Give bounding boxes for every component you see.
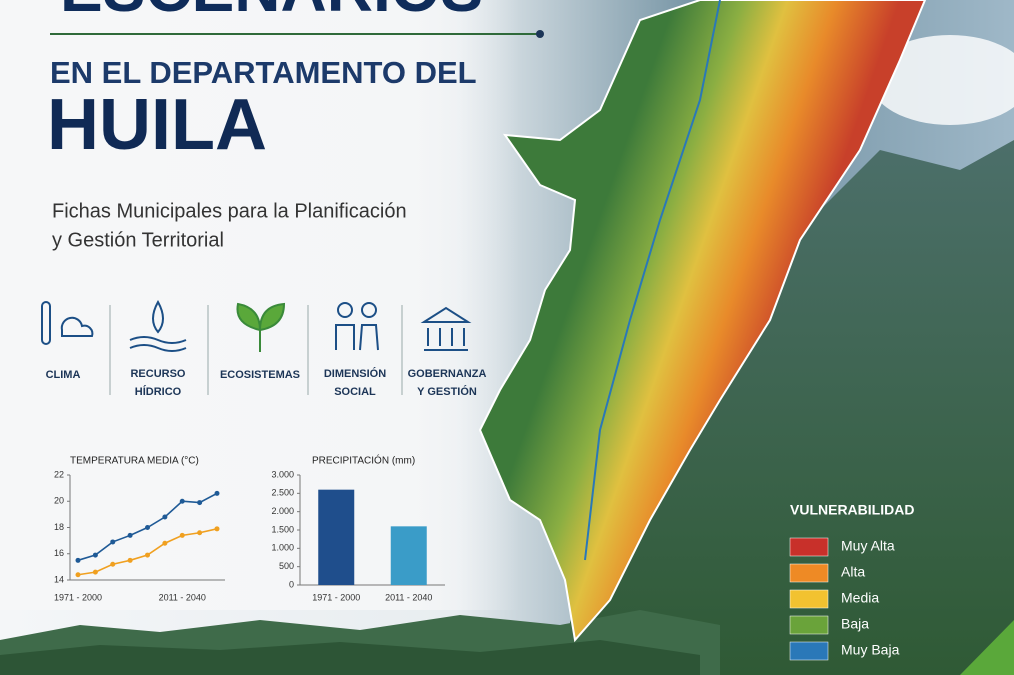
point — [145, 525, 150, 530]
y-tick-label: 1.500 — [271, 524, 294, 534]
y-tick-label: 2.000 — [271, 506, 294, 516]
theme-label: DIMENSIÓN — [324, 367, 386, 380]
point — [179, 498, 185, 504]
theme-label: HÍDRICO — [135, 385, 182, 398]
map-huila — [478, 0, 927, 643]
hills — [0, 640, 700, 675]
legend-swatch — [789, 537, 829, 557]
legend-title: VULNERABILIDAD — [790, 502, 914, 518]
theme-label: Y GESTIÓN — [417, 385, 477, 398]
left-panel — [0, 0, 520, 610]
point — [75, 557, 81, 563]
bar — [318, 489, 355, 585]
title-main: HUILA — [47, 85, 267, 165]
point — [92, 552, 98, 558]
point — [127, 557, 133, 563]
bar — [390, 526, 427, 585]
point — [197, 500, 203, 506]
title-top: ESCENARIOS — [60, 0, 483, 25]
subtitle: Fichas Municipales para la Planificación — [52, 200, 407, 222]
point — [110, 561, 116, 567]
point — [214, 526, 220, 532]
title-line: EN EL DEPARTAMENTO DEL — [50, 55, 477, 90]
theme-icons — [41, 299, 472, 352]
y-tick-label: 500 — [279, 561, 294, 571]
theme-label: CLIMA — [46, 369, 81, 381]
point — [92, 569, 98, 575]
y-tick-label: 22 — [54, 469, 64, 479]
theme-label: GOBERNANZA — [408, 368, 487, 380]
legend-swatch — [789, 563, 829, 583]
theme-label: ECOSISTEMAS — [220, 369, 300, 381]
y-tick-label: 14 — [54, 574, 64, 584]
river — [584, 0, 721, 561]
legend-label: Baja — [841, 616, 869, 632]
cloud — [870, 35, 1014, 125]
point — [162, 540, 168, 546]
subtitle: y Gestión Territorial — [52, 229, 224, 251]
legend-label: Media — [841, 590, 879, 606]
legend-swatch — [789, 641, 829, 661]
point — [75, 572, 81, 578]
y-tick-label: 20 — [54, 496, 64, 506]
corner — [960, 620, 1014, 675]
legend-label: Muy Baja — [841, 642, 900, 658]
point — [197, 530, 203, 536]
legend-label: Muy Alta — [841, 538, 895, 554]
x-tick-label: 1971 - 2000 — [54, 592, 102, 602]
theme-label: SOCIAL — [334, 386, 376, 398]
divider-dot — [536, 30, 544, 38]
point — [127, 532, 133, 538]
y-tick-label: 18 — [54, 522, 64, 532]
theme-separators — [109, 305, 403, 395]
point — [145, 552, 150, 558]
legend-label: Alta — [841, 564, 865, 580]
y-tick-label: 3.000 — [271, 469, 294, 479]
point — [162, 514, 168, 520]
x-tick-label: 2011 - 2040 — [159, 592, 206, 602]
x-tick-label: 1971 - 2000 — [312, 592, 360, 602]
chart-title: PRECIPITACIÓN (mm) — [312, 454, 415, 467]
y-tick-label: 0 — [289, 579, 294, 589]
legend-swatch — [789, 589, 829, 609]
point — [110, 539, 116, 545]
legend-swatch — [789, 615, 829, 635]
point — [179, 532, 185, 538]
x-tick-label: 2011 - 2040 — [385, 592, 432, 602]
y-tick-label: 2.500 — [271, 488, 294, 498]
theme-label: RECURSO — [130, 368, 185, 380]
point — [214, 490, 220, 496]
chart-title: TEMPERATURA MEDIA (°C) — [70, 456, 199, 467]
y-tick-label: 16 — [54, 548, 64, 558]
y-tick-label: 1.000 — [271, 543, 294, 553]
